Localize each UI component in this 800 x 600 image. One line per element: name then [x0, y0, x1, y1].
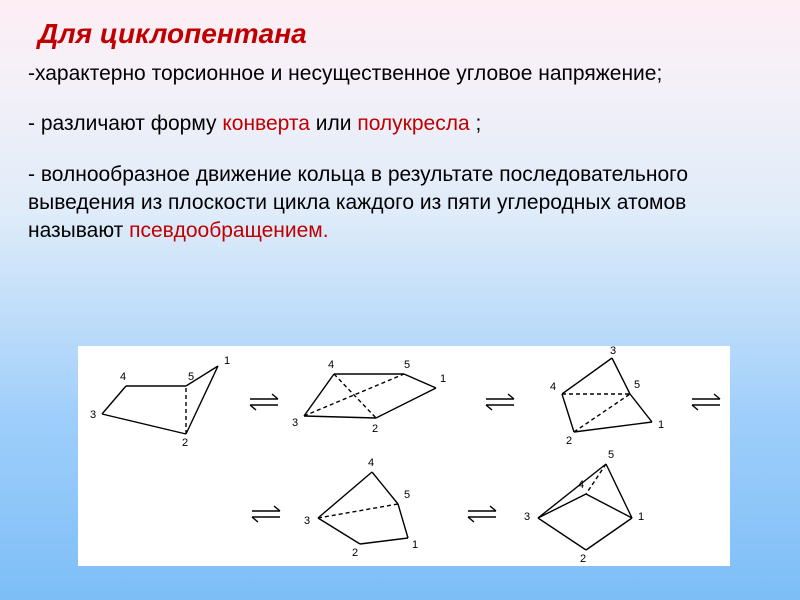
- bullet-2: - различают форму конверта или полукресл…: [28, 110, 760, 138]
- svg-text:4: 4: [120, 371, 126, 383]
- bullet-3: - волнообразное движение кольца в резуль…: [28, 161, 760, 246]
- bullet-3-text: - волнообразное движение кольца в резуль…: [28, 163, 688, 243]
- svg-text:1: 1: [440, 373, 446, 385]
- bullet-2-hl1: конверта: [222, 112, 310, 135]
- bullet-2-text-c: ;: [470, 112, 482, 135]
- bullet-3-hl: псевдообращением.: [129, 219, 328, 242]
- svg-text:1: 1: [224, 355, 230, 367]
- svg-text:3: 3: [292, 417, 298, 429]
- svg-text:4: 4: [368, 457, 374, 469]
- content-body: -характерно торсионное и несущественное …: [0, 56, 800, 246]
- svg-text:3: 3: [610, 346, 616, 357]
- svg-text:3: 3: [524, 511, 530, 523]
- page-title: Для циклопентана: [0, 0, 800, 56]
- svg-text:2: 2: [182, 437, 188, 449]
- svg-text:3: 3: [304, 515, 310, 527]
- svg-text:2: 2: [580, 553, 586, 565]
- svg-text:5: 5: [634, 379, 640, 391]
- svg-text:4: 4: [328, 359, 334, 371]
- svg-text:5: 5: [404, 489, 410, 501]
- svg-text:5: 5: [188, 371, 194, 383]
- svg-text:4: 4: [550, 381, 556, 393]
- svg-text:1: 1: [412, 539, 418, 551]
- bullet-2-hl2: полукресла: [357, 112, 469, 135]
- svg-text:3: 3: [90, 409, 96, 421]
- svg-text:5: 5: [404, 359, 410, 371]
- svg-text:5: 5: [608, 449, 614, 461]
- svg-text:1: 1: [658, 419, 664, 431]
- bullet-2-text-a: - различают форму: [28, 112, 222, 135]
- diagram-svg: 1 2 3 4 5 1 2 3 4 5 1 2 3 4 5 1 2 3 4 5 1 2 3 4 5: [78, 346, 730, 566]
- svg-text:4: 4: [578, 479, 584, 491]
- svg-text:1: 1: [638, 511, 644, 523]
- conformer-diagram: 1 2 3 4 5 1 2 3 4 5 1 2 3 4 5 1 2 3 4 5 1 2 3 4 5: [78, 346, 730, 566]
- svg-text:2: 2: [352, 547, 358, 559]
- svg-text:2: 2: [566, 435, 572, 447]
- bullet-1: -характерно торсионное и несущественное …: [28, 60, 760, 88]
- bullet-2-text-b: или: [310, 112, 357, 135]
- svg-text:2: 2: [372, 423, 378, 435]
